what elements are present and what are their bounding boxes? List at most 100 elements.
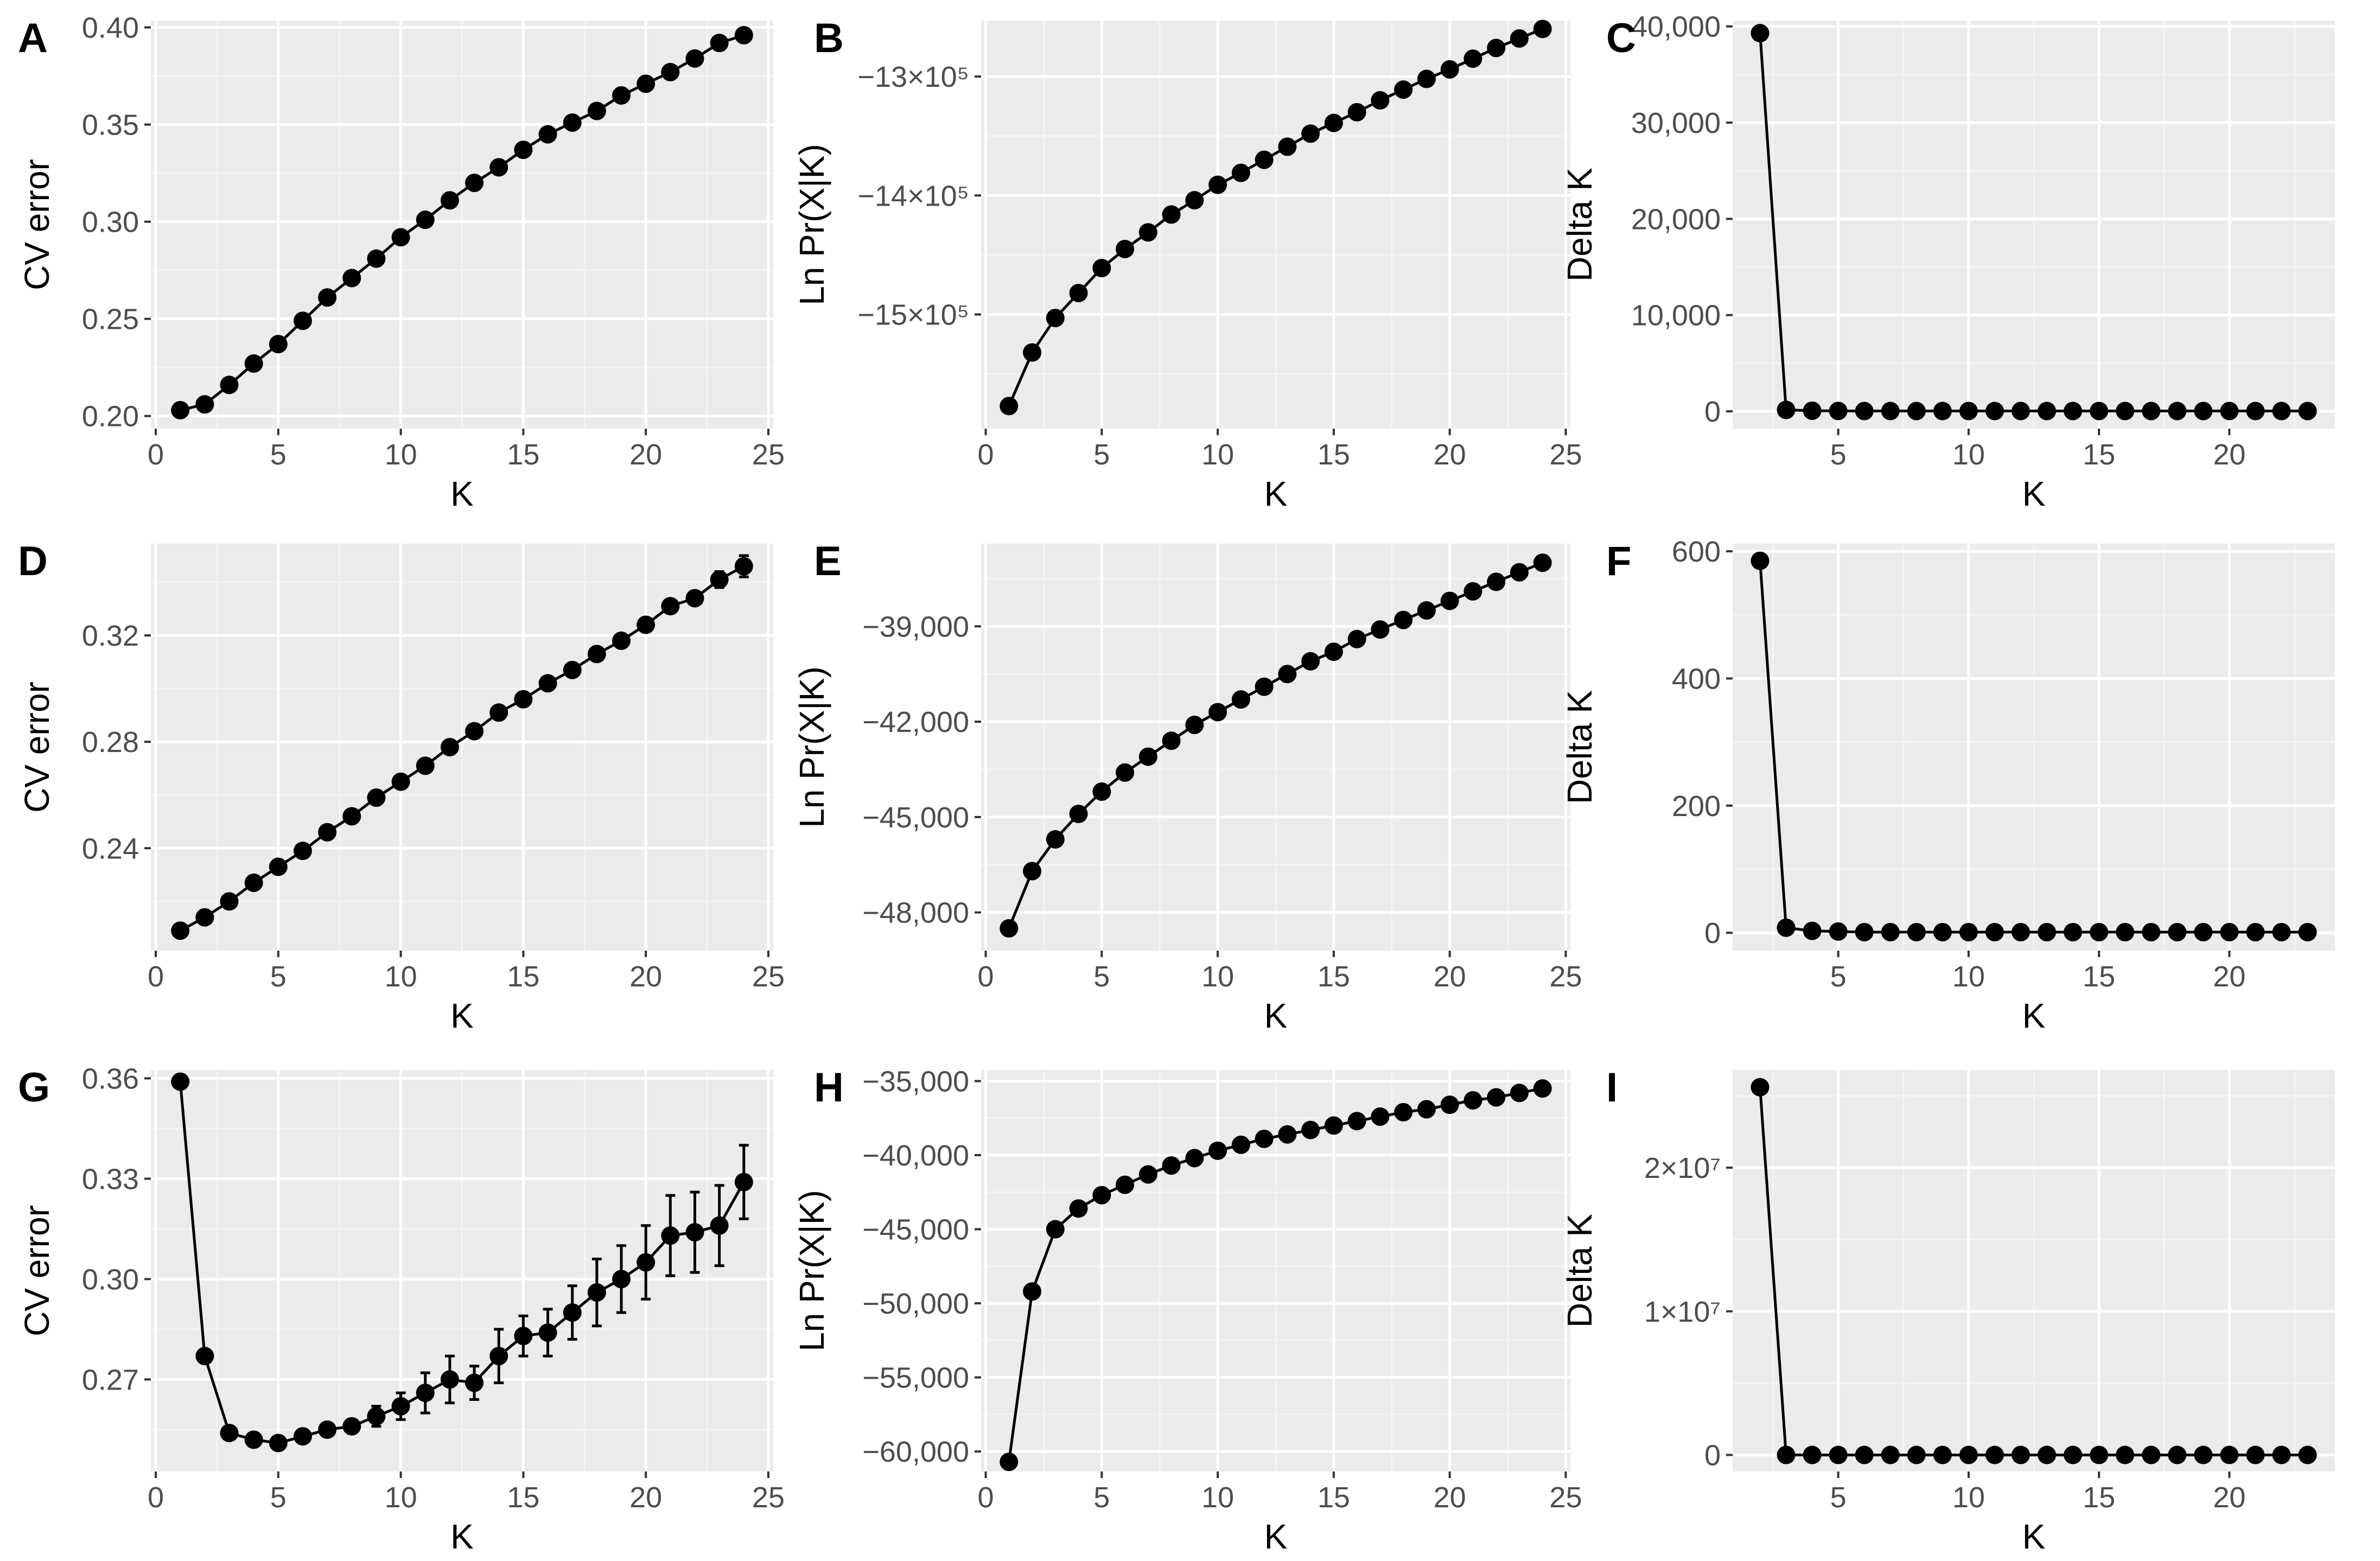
panel-f-point bbox=[2298, 923, 2317, 942]
panel-c-point bbox=[1751, 24, 1770, 43]
panel-d-point bbox=[538, 674, 557, 693]
panel-i-xtick-label: 10 bbox=[1952, 1481, 1985, 1514]
panel-h-ytick-label: −35,000 bbox=[862, 1065, 969, 1098]
panel-c-point bbox=[2194, 402, 2213, 420]
panel-e-xtick-label: 25 bbox=[1549, 960, 1582, 993]
panel-e-ytick-label: −48,000 bbox=[862, 897, 969, 929]
panel-b-xtick-label: 5 bbox=[1093, 438, 1110, 471]
panel-a-point bbox=[318, 288, 337, 307]
panel-d-point bbox=[391, 772, 410, 791]
panel-c-ytick-label: 0 bbox=[1704, 396, 1721, 428]
panel-f-point bbox=[1803, 921, 1822, 940]
panel-i-point bbox=[1777, 1445, 1796, 1464]
panel-b-point bbox=[1463, 49, 1482, 68]
panel-h-point bbox=[1278, 1125, 1297, 1144]
panel-d-point bbox=[318, 823, 337, 842]
panel-f-point bbox=[1829, 922, 1848, 941]
panel-c-ytick-label: 40,000 bbox=[1631, 11, 1721, 43]
panel-g-point bbox=[269, 1433, 288, 1452]
panel-c-ytick-label: 10,000 bbox=[1631, 300, 1721, 332]
panel-a-point bbox=[440, 191, 459, 210]
panel-h-point bbox=[1231, 1135, 1250, 1154]
panel-d-point bbox=[342, 807, 361, 826]
panel-a-point bbox=[661, 62, 680, 81]
panel-h-ytick-label: −50,000 bbox=[862, 1288, 969, 1320]
panel-e-point bbox=[1069, 805, 1088, 824]
panel-i-point bbox=[2038, 1445, 2057, 1464]
panel-g-xtick-label: 20 bbox=[629, 1481, 662, 1514]
panel-f-point bbox=[2194, 923, 2213, 942]
panel-d-ytick-label: 0.28 bbox=[82, 726, 139, 759]
panel-a-point bbox=[416, 211, 435, 230]
panel-b: 0 5 10 15 20 25 −13×10⁵ −14×10⁵ −15×10⁵ K Ln Pr(X|… bbox=[792, 15, 1582, 513]
panel-i-point bbox=[2220, 1445, 2239, 1464]
panel-c-xtick-label: 20 bbox=[2213, 438, 2245, 471]
panel-c-point bbox=[2272, 402, 2291, 420]
panel-b-y-axis-title: Ln Pr(X|K) bbox=[792, 144, 831, 305]
panel-g-point bbox=[612, 1270, 631, 1289]
panel-a-xtick-label: 5 bbox=[270, 438, 287, 471]
panel-a-point bbox=[293, 311, 312, 330]
panel-b-point bbox=[1138, 223, 1157, 242]
panel-d-point bbox=[220, 892, 239, 911]
panel-b-xtick-label: 0 bbox=[978, 438, 994, 471]
panel-h-x-axis-title: K bbox=[1264, 1517, 1288, 1556]
panel-f-point bbox=[2220, 923, 2239, 942]
panel-f-point bbox=[1985, 923, 2004, 942]
panel-e-point bbox=[1347, 629, 1366, 648]
panel-d-point bbox=[171, 921, 190, 940]
panel-e-point bbox=[1162, 731, 1181, 750]
panel-e-xtick-label: 20 bbox=[1434, 960, 1466, 993]
panel-e-point bbox=[1138, 747, 1157, 766]
panel-g-point bbox=[465, 1373, 484, 1392]
panel-g-point bbox=[514, 1327, 533, 1346]
panel-b-ytick-label: −14×10⁵ bbox=[857, 180, 969, 212]
panel-a-ytick-label: 0.40 bbox=[82, 12, 139, 44]
panel-a-point bbox=[685, 49, 704, 68]
panel-g-point bbox=[440, 1370, 459, 1389]
panel-e-point bbox=[1231, 690, 1250, 709]
panel-c-ytick-label: 30,000 bbox=[1631, 107, 1721, 139]
panel-g-point bbox=[293, 1427, 312, 1446]
panel-c-point bbox=[2011, 402, 2030, 420]
panel-i-point bbox=[2142, 1445, 2161, 1464]
panel-i-point bbox=[2011, 1445, 2030, 1464]
panel-h-ytick-label: −55,000 bbox=[862, 1362, 969, 1394]
panel-a-point bbox=[195, 395, 214, 414]
panel-b-xtick-label: 20 bbox=[1434, 438, 1466, 471]
panel-a-xtick-label: 20 bbox=[629, 438, 662, 471]
panel-h-point bbox=[1510, 1084, 1529, 1103]
panel-c-xtick-label: 5 bbox=[1830, 438, 1847, 471]
panel-h-y-axis-title: Ln Pr(X|K) bbox=[792, 1190, 831, 1352]
panel-e-point bbox=[1394, 610, 1413, 629]
panel-h-point bbox=[1301, 1120, 1320, 1139]
panel-d-point bbox=[293, 842, 312, 861]
panel-g-point bbox=[171, 1072, 190, 1091]
panel-d-y-axis-title: CV error bbox=[17, 681, 56, 813]
panel-a-point bbox=[710, 34, 729, 53]
panel-a-point bbox=[734, 26, 753, 44]
panel-a-y-axis-title: CV error bbox=[17, 159, 56, 290]
panel-b-point bbox=[1510, 29, 1529, 48]
panel-b-xtick-label: 25 bbox=[1549, 438, 1582, 471]
panel-g-point bbox=[661, 1226, 680, 1245]
panel-h-point bbox=[1371, 1107, 1390, 1126]
panel-f-point bbox=[2116, 923, 2135, 942]
panel-g-point bbox=[710, 1216, 729, 1235]
panel-g-point bbox=[563, 1303, 582, 1322]
panel-h-xtick-label: 15 bbox=[1318, 1481, 1350, 1514]
panel-e-point bbox=[1487, 572, 1506, 591]
panel-h-xtick-label: 5 bbox=[1093, 1481, 1110, 1514]
panel-g-point bbox=[244, 1430, 263, 1449]
panel-g-point bbox=[391, 1397, 410, 1416]
panel-e-point bbox=[1371, 620, 1390, 639]
panel-g-ytick-label: 0.33 bbox=[82, 1163, 139, 1195]
panel-c-point bbox=[1985, 402, 2004, 420]
panel-a-point bbox=[171, 400, 190, 419]
panel-i-point bbox=[1985, 1445, 2004, 1464]
panel-e-point bbox=[1046, 830, 1065, 849]
panel-h-letter: H bbox=[814, 1065, 844, 1111]
panel-i-point bbox=[1907, 1445, 1926, 1464]
panel-h-point bbox=[1185, 1149, 1204, 1168]
